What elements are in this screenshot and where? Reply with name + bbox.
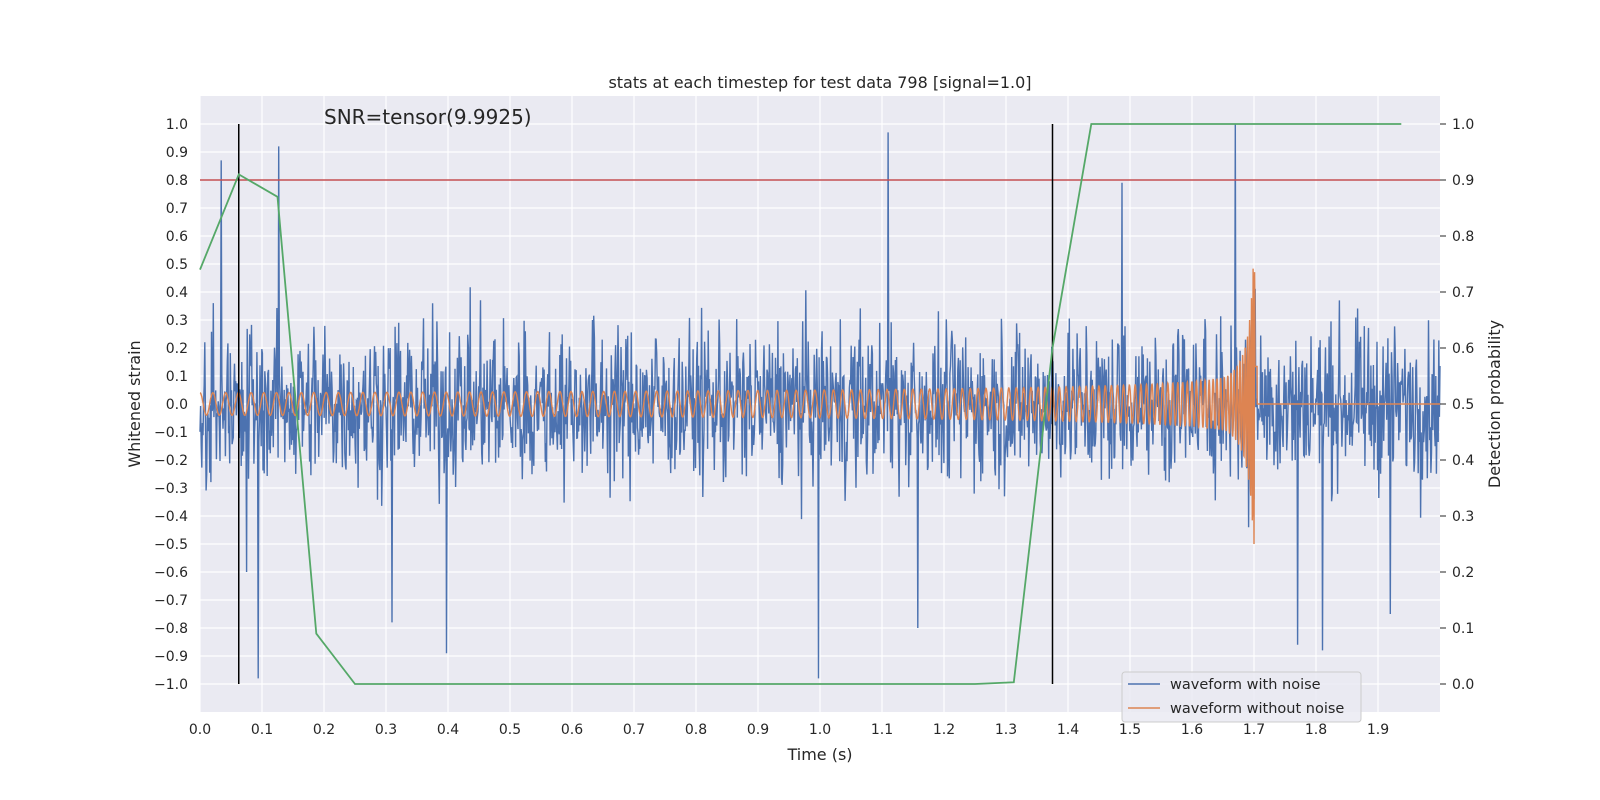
y-right-tick-label: 0.5 xyxy=(1452,397,1474,413)
reference-lines xyxy=(199,123,1440,685)
y-left-tick-label: −0.3 xyxy=(154,481,188,497)
y-left-tick-label: 0.5 xyxy=(166,257,188,273)
y-right-tick-label: 0.8 xyxy=(1452,229,1474,245)
x-tick-label: 1.6 xyxy=(1181,722,1203,738)
y-left-tick-label: 0.8 xyxy=(166,173,188,189)
series-layer xyxy=(199,123,1441,679)
series-detection-probability xyxy=(199,123,1402,685)
x-tick-label: 0.2 xyxy=(313,722,335,738)
x-tick-label: 0.1 xyxy=(251,722,273,738)
y-left-tick-label: −0.8 xyxy=(154,621,188,637)
y-right-tick-label: 0.0 xyxy=(1452,677,1474,693)
series-waveform-without-noise xyxy=(199,268,1440,544)
y-left-tick-label: −0.1 xyxy=(154,425,188,441)
x-tick-label: 0.0 xyxy=(189,722,211,738)
y-left-tick-label: 0.4 xyxy=(166,285,188,301)
y-left-tick-label: 0.6 xyxy=(166,229,188,245)
y-left-tick-label: 0.3 xyxy=(166,313,188,329)
y-axis-label-left: Whitened strain xyxy=(125,340,144,467)
y-right-tick-label: 0.1 xyxy=(1452,621,1474,637)
y-left-tick-label: −1.0 xyxy=(154,677,188,693)
x-tick-label: 1.0 xyxy=(809,722,831,738)
y-right-tick-label: 0.4 xyxy=(1452,453,1474,469)
y-left-tick-label: 0.1 xyxy=(166,369,188,385)
y-right-tick-label: 0.7 xyxy=(1452,285,1474,301)
legend-label-clean: waveform without noise xyxy=(1170,701,1344,717)
y-left-tick-label: −0.5 xyxy=(154,537,188,553)
x-tick-label: 0.8 xyxy=(685,722,707,738)
x-tick-label: 1.2 xyxy=(933,722,955,738)
x-tick-label: 1.8 xyxy=(1305,722,1327,738)
y-right-tick-label: 1.0 xyxy=(1452,117,1474,133)
legend-box xyxy=(1121,671,1362,723)
chart-title: stats at each timestep for test data 798… xyxy=(608,73,1031,92)
x-tick-label: 1.5 xyxy=(1119,722,1141,738)
y-right-tick-labels: 1.0 0.9 0.8 0.7 0.6 0.5 0.4 0.3 0.2 0.1 0.0 xyxy=(1440,117,1474,693)
x-tick-labels: 0.0 0.1 0.2 0.3 0.4 0.5 0.6 0.7 0.8 0.9 1.0 1.1 1.2 1… xyxy=(189,722,1389,738)
legend-label-noise: waveform with noise xyxy=(1170,677,1321,693)
y-right-tick-label: 0.9 xyxy=(1452,173,1474,189)
y-right-tick-label: 0.3 xyxy=(1452,509,1474,525)
y-left-tick-label: −0.4 xyxy=(154,509,188,525)
snr-annotation: SNR=tensor(9.9925) xyxy=(324,105,532,129)
y-left-tick-label: 0.7 xyxy=(166,201,188,217)
y-left-tick-label: −0.7 xyxy=(154,593,188,609)
x-tick-label: 0.6 xyxy=(561,722,583,738)
x-tick-label: 1.9 xyxy=(1367,722,1389,738)
y-left-tick-label: −0.9 xyxy=(154,649,188,665)
x-tick-label: 1.1 xyxy=(871,722,893,738)
x-tick-label: 1.3 xyxy=(995,722,1017,738)
x-tick-label: 1.4 xyxy=(1057,722,1079,738)
x-tick-label: 0.3 xyxy=(375,722,397,738)
y-right-tick-label: 0.6 xyxy=(1452,341,1474,357)
x-tick-label: 0.9 xyxy=(747,722,769,738)
x-tick-label: 1.7 xyxy=(1243,722,1265,738)
y-left-tick-label: 0.9 xyxy=(166,145,188,161)
x-tick-label: 0.5 xyxy=(499,722,521,738)
y-left-tick-label: −0.6 xyxy=(154,565,188,581)
y-right-tick-label: 0.2 xyxy=(1452,565,1474,581)
x-axis-label: Time (s) xyxy=(786,745,852,764)
y-left-tick-label: −0.2 xyxy=(154,453,188,469)
y-left-tick-label: 0.0 xyxy=(166,397,188,413)
grid xyxy=(199,96,1440,712)
x-tick-label: 0.4 xyxy=(437,722,459,738)
y-left-tick-label: 0.2 xyxy=(166,341,188,357)
x-tick-label: 0.7 xyxy=(623,722,645,738)
legend: waveform with noise waveform without noi… xyxy=(1121,671,1362,723)
y-axis-label-right: Detection probability xyxy=(1485,320,1504,488)
y-left-tick-labels: 1.0 0.9 0.8 0.7 0.6 0.5 0.4 0.3 0.2 0.1 0.0 −0.1 −0.… xyxy=(154,117,188,693)
y-left-tick-label: 1.0 xyxy=(166,117,188,133)
